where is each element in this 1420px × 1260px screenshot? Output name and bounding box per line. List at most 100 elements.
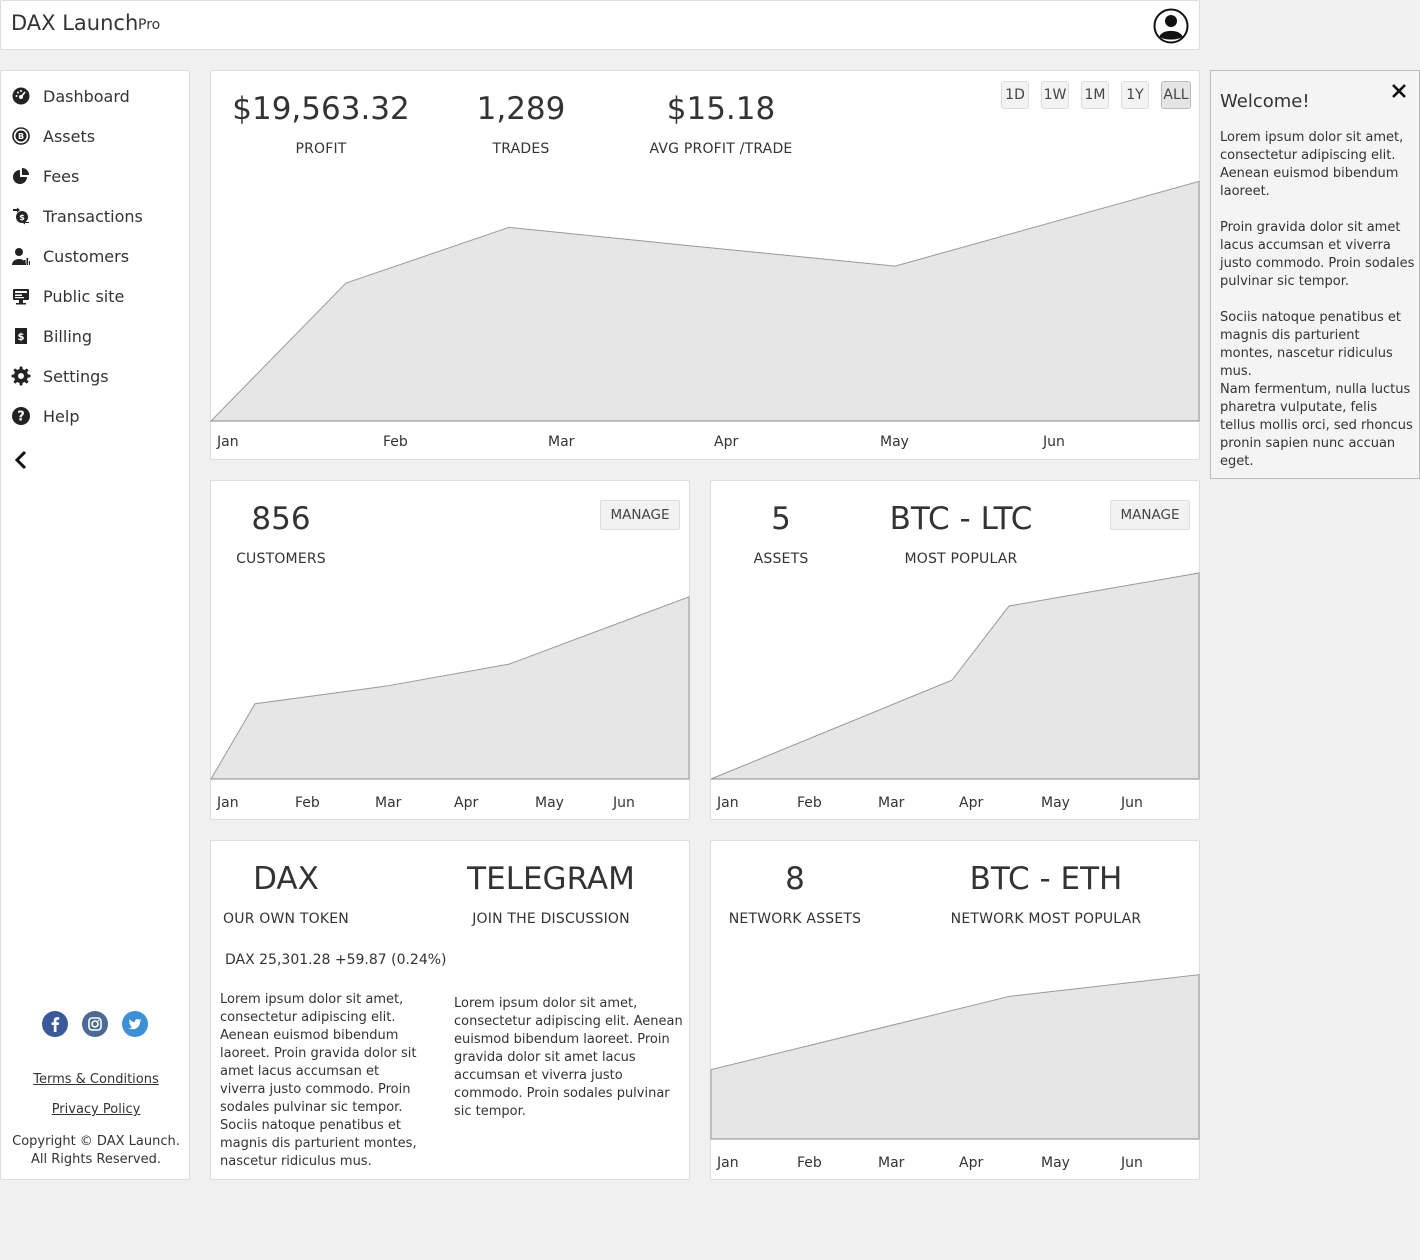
x-tick-label: Mar (878, 795, 905, 811)
x-tick-label: May (880, 434, 909, 450)
sidebar-item-customers[interactable]: Customers (11, 241, 181, 271)
x-tick-label: Apr (454, 795, 478, 811)
copyright-line: Copyright © DAX Launch. (12, 1134, 180, 1149)
dax-label: OUR OWN TOKEN (223, 911, 349, 927)
customers-card: 856 CUSTOMERS MANAGE Jan Feb Mar Apr May Jun (210, 480, 690, 820)
dax-description: Lorem ipsum dolor sit amet, consectetur … (220, 992, 417, 1169)
help-icon: ? (11, 406, 31, 426)
x-tick-label: Feb (383, 434, 408, 450)
customers-label: CUSTOMERS (236, 551, 326, 567)
telegram-label[interactable]: JOIN THE DISCUSSION (472, 911, 630, 927)
assets-area-chart: Jan Feb Mar Apr May Jun (710, 572, 1200, 811)
top-bar: DAX Launch Pro (0, 0, 1200, 50)
terms-link[interactable]: Terms & Conditions (33, 1072, 159, 1087)
avg-profit-label: AVG PROFIT /TRADE (649, 141, 793, 157)
trades-value: 1,289 (476, 91, 566, 127)
svg-text:B: B (18, 132, 24, 141)
network-popular-pair-label: NETWORK MOST POPULAR (950, 911, 1142, 927)
sidebar-item-label: Dashboard (43, 86, 130, 106)
privacy-link[interactable]: Privacy Policy (51, 1102, 141, 1117)
welcome-paragraph: Nam fermentum, nulla luctus pharetra vul… (1220, 382, 1413, 469)
range-all-button[interactable]: ALL (1161, 81, 1191, 109)
svg-text:$: $ (19, 213, 25, 222)
brand-title[interactable]: DAX Launch (11, 11, 139, 35)
x-tick-label: Jan (716, 795, 739, 811)
range-1d-button[interactable]: 1D (1001, 81, 1029, 109)
sidebar-item-billing[interactable]: $ Billing (11, 321, 181, 351)
x-tick-label: Mar (878, 1155, 905, 1171)
x-tick-label: Apr (959, 795, 983, 811)
network-card: 8 NETWORK ASSETS BTC - ETH NETWORK MOST … (710, 840, 1200, 1180)
sidebar-item-settings[interactable]: Settings (11, 361, 181, 391)
telegram-description: Lorem ipsum dolor sit amet, consectetur … (454, 996, 683, 1119)
profit-card: $19,563.32 PROFIT 1,289 TRADES $15.18 AV… (209, 70, 1200, 460)
x-tick-label: Apr (714, 434, 738, 450)
chart-area-series (210, 596, 690, 780)
sidebar-item-transactions[interactable]: $ Transactions (11, 201, 181, 231)
sidebar-item-help[interactable]: ? Help (11, 401, 181, 431)
sidebar-item-label: Public site (43, 286, 125, 306)
range-1y-button[interactable]: 1Y (1121, 81, 1149, 109)
token-card: DAX OUR OWN TOKEN TELEGRAM JOIN THE DISC… (210, 840, 690, 1180)
copyright: Copyright © DAX Launch. All Rights Reser… (1, 1133, 191, 1169)
gear-icon (11, 366, 31, 386)
welcome-panel: Welcome! Lorem ipsum dolor sit amet, con… (1210, 70, 1420, 479)
dax-ticker: DAX 25,301.28 +59.87 (0.24%) (225, 952, 447, 968)
x-tick-label: Jun (1042, 434, 1065, 450)
x-tick-label: May (1041, 1155, 1070, 1171)
chevron-left-icon[interactable] (11, 448, 31, 472)
range-1m-button[interactable]: 1M (1081, 81, 1109, 109)
sidebar-item-label: Fees (43, 166, 80, 186)
x-tick-label: Jun (612, 795, 635, 811)
svg-text:$: $ (18, 332, 25, 343)
sidebar-item-dashboard[interactable]: Dashboard (11, 81, 181, 111)
sidebar-item-label: Billing (43, 326, 93, 346)
sidebar-item-label: Customers (43, 246, 130, 266)
telegram-title[interactable]: TELEGRAM (467, 861, 635, 897)
twitter-icon[interactable] (122, 1011, 148, 1037)
manage-customers-button[interactable]: MANAGE (600, 500, 680, 530)
sidebar: Dashboard B Assets Fees $ Transactions C… (0, 70, 190, 1180)
manage-assets-button[interactable]: MANAGE (1110, 500, 1190, 530)
transactions-icon: $ (11, 206, 31, 226)
sidebar-item-label: Help (43, 406, 80, 426)
user-avatar-icon[interactable] (1153, 8, 1189, 44)
invoice-icon: $ (11, 326, 31, 346)
assets-count: 5 (771, 501, 791, 537)
svg-text:?: ? (17, 410, 25, 425)
monitor-icon (11, 286, 31, 306)
sidebar-item-public-site[interactable]: Public site (11, 281, 181, 311)
x-tick-label: Feb (797, 795, 822, 811)
network-assets-label: NETWORK ASSETS (728, 911, 862, 927)
bitcoin-icon: B (11, 126, 31, 146)
instagram-icon[interactable] (82, 1011, 108, 1037)
x-tick-label: Jun (1120, 1155, 1143, 1171)
x-tick-label: Jan (216, 434, 239, 450)
x-tick-label: May (535, 795, 564, 811)
trades-label: TRADES (492, 141, 550, 157)
sidebar-item-label: Transactions (43, 206, 143, 226)
network-popular-pair: BTC - ETH (969, 861, 1123, 897)
profit-label: PROFIT (295, 141, 347, 157)
facebook-icon[interactable] (42, 1011, 68, 1037)
x-tick-label: Apr (959, 1155, 983, 1171)
assets-label: ASSETS (753, 551, 809, 567)
assets-card: 5 ASSETS BTC - LTC MOST POPULAR MANAGE J… (710, 480, 1200, 820)
x-tick-label: Feb (797, 1155, 822, 1171)
chart-area-series (710, 572, 1200, 780)
customers-value: 856 (251, 501, 311, 537)
popular-pair: BTC - LTC (889, 501, 1033, 537)
customers-area-chart: Jan Feb Mar Apr May Jun (210, 596, 690, 811)
close-icon[interactable] (1389, 81, 1409, 101)
welcome-paragraph: Lorem ipsum dolor sit amet, consectetur … (1220, 130, 1404, 199)
chart-area-series (710, 974, 1200, 1140)
x-tick-label: Mar (375, 795, 402, 811)
x-tick-label: Jan (216, 795, 239, 811)
plan-badge: Pro (138, 17, 161, 33)
sidebar-item-fees[interactable]: Fees (11, 161, 181, 191)
pie-chart-icon (11, 166, 31, 186)
x-tick-label: Jun (1120, 795, 1143, 811)
sidebar-item-assets[interactable]: B Assets (11, 121, 181, 151)
range-1w-button[interactable]: 1W (1041, 81, 1069, 109)
welcome-paragraph: Proin gravida dolor sit amet lacus accum… (1220, 220, 1415, 289)
